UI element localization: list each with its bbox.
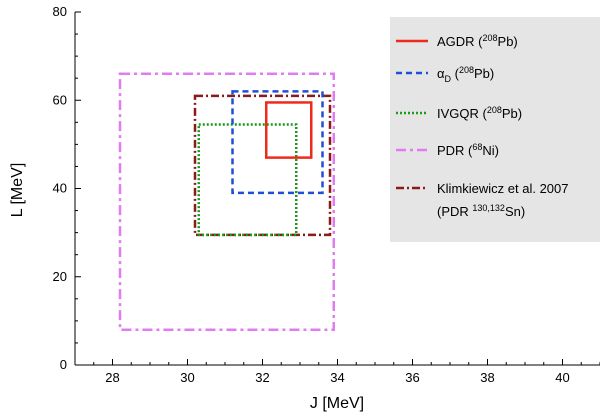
- data-regions: [118, 72, 335, 331]
- y-tick-label: 20: [53, 269, 67, 284]
- legend-label-klimkiewicz-line2: (PDR 130,132Sn): [437, 203, 525, 219]
- legend-label-klimkiewicz: Klimkiewicz et al. 2007: [437, 181, 569, 196]
- y-axis-label: L [MeV]: [9, 163, 26, 218]
- region-agdr: [265, 101, 313, 159]
- region-ivgqr: [197, 123, 298, 237]
- y-tick-label: 40: [53, 181, 67, 196]
- region-pdr: [118, 72, 335, 331]
- legend-label-agdr: AGDR (208Pb): [437, 33, 518, 49]
- legend-background: [390, 17, 600, 242]
- x-tick-label: 36: [405, 370, 419, 385]
- region-klimkiewicz: [193, 94, 332, 237]
- region-alphad: [231, 90, 324, 195]
- legend: AGDR (208Pb) αD (208Pb) IVGQR (208Pb) PDR (…: [390, 17, 600, 242]
- x-tick-label: 34: [330, 370, 344, 385]
- x-tick-label: 28: [105, 370, 119, 385]
- legend-label-alphad: αD (208Pb): [437, 65, 494, 84]
- legend-label-ivgqr: IVGQR (208Pb): [437, 105, 522, 121]
- x-tick-label: 40: [555, 370, 569, 385]
- y-tick-label: 80: [53, 4, 67, 19]
- y-tick-label: 60: [53, 92, 67, 107]
- x-axis-label: J [MeV]: [310, 395, 364, 412]
- axes: 28 30 32 34 36 38 40 0 20 40 60 80: [53, 4, 600, 385]
- x-tick-label: 38: [480, 370, 494, 385]
- legend-label-pdr: PDR (68Ni): [437, 142, 499, 158]
- x-tick-label: 30: [180, 370, 194, 385]
- y-tick-label: 0: [60, 357, 67, 372]
- x-tick-label: 32: [255, 370, 269, 385]
